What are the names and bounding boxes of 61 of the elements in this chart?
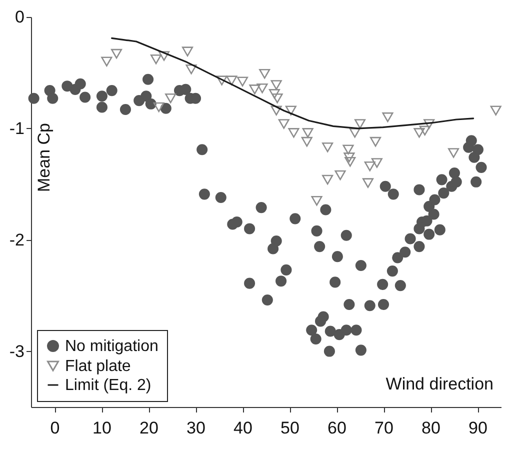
x-tick-label: 80 [422, 418, 440, 438]
point [334, 170, 346, 180]
point [382, 112, 394, 122]
legend-label: Flat plate [65, 358, 131, 375]
point [301, 136, 312, 147]
point [344, 156, 356, 167]
point [256, 83, 268, 94]
point [370, 136, 382, 147]
point [414, 128, 425, 138]
x-tick-label: 50 [280, 418, 300, 438]
x-tick-label: 30 [186, 418, 206, 438]
point [150, 54, 162, 64]
point [342, 144, 354, 154]
point [288, 128, 300, 138]
point [419, 126, 430, 136]
point [259, 68, 270, 79]
point [364, 161, 376, 172]
point [311, 196, 322, 206]
x-tick-label: 10 [92, 418, 112, 438]
point [270, 80, 282, 90]
point [285, 106, 296, 116]
point [371, 158, 382, 168]
point [216, 76, 228, 86]
y-tick-label: -2 [9, 230, 24, 250]
x-axis-title: Wind direction [386, 374, 494, 394]
point [249, 84, 260, 94]
x-tick-label: 70 [374, 418, 394, 438]
point [344, 152, 355, 162]
point [158, 51, 170, 61]
point [424, 119, 435, 129]
x-tick-label: 20 [140, 418, 158, 438]
x-tick-label: 0 [50, 418, 60, 438]
legend-label: No mitigation [65, 338, 158, 355]
point [226, 76, 238, 86]
point [448, 148, 460, 158]
point [236, 76, 248, 86]
point [354, 119, 366, 129]
point [153, 102, 164, 112]
point [490, 106, 502, 116]
point [302, 128, 314, 138]
point [186, 64, 197, 74]
point [165, 93, 176, 104]
point [349, 128, 360, 138]
point [101, 56, 112, 66]
legend-label: Limit (Eq. 2) [65, 377, 152, 394]
point [270, 106, 282, 116]
point [111, 48, 122, 59]
point [182, 46, 194, 56]
point [268, 89, 280, 99]
y-axis-title: Mean Cp [34, 123, 54, 192]
x-tick-label: 40 [234, 418, 252, 438]
point [278, 119, 290, 129]
y-tick-label: 0 [15, 8, 24, 26]
y-tick-label: -3 [9, 342, 24, 361]
point [272, 93, 283, 104]
x-tick-label: 90 [468, 418, 488, 438]
x-tick-label: 60 [328, 418, 346, 438]
y-tick-label: -1 [9, 118, 24, 138]
point [322, 174, 334, 185]
point [362, 178, 374, 188]
point [322, 142, 334, 152]
